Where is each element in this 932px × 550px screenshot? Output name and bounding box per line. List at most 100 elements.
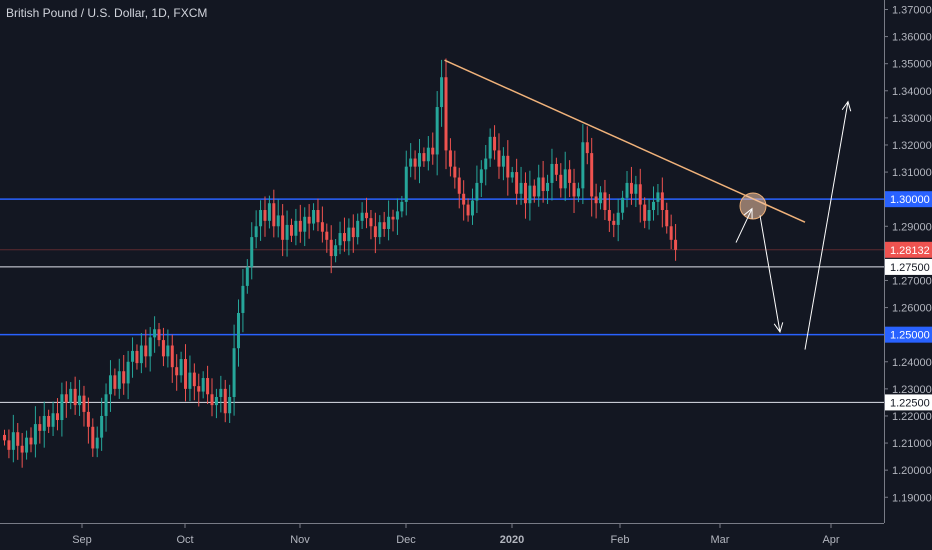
y-tick-label: 1.23000 — [892, 384, 932, 396]
candle-body — [431, 147, 435, 155]
drawings[interactable] — [444, 59, 852, 350]
candle — [307, 204, 311, 239]
candle-body — [197, 386, 201, 392]
candle-body — [104, 394, 108, 416]
candle-body — [554, 163, 558, 175]
arrow-down-icon-head — [773, 322, 784, 334]
arrow-up-short-icon-head — [743, 207, 753, 219]
retest-circle-marker[interactable] — [739, 192, 767, 220]
candle-body — [223, 388, 227, 414]
candle — [581, 124, 585, 205]
candle — [674, 223, 678, 261]
level-badge-0: 1.30000 — [885, 191, 932, 208]
y-tick-label: 1.27000 — [892, 275, 932, 287]
candle-body — [625, 182, 629, 198]
candle — [365, 197, 369, 229]
candle-body — [400, 201, 404, 212]
candle — [563, 151, 567, 202]
y-tick-label: 1.22000 — [892, 411, 932, 423]
candle-body — [572, 182, 576, 197]
candle — [440, 59, 444, 127]
candle — [568, 160, 572, 198]
candle — [647, 198, 651, 230]
level-badge-1-label: 1.27500 — [890, 262, 930, 274]
candle-body — [418, 153, 422, 167]
candle-body — [590, 153, 594, 197]
candle-body — [585, 142, 589, 154]
candle — [250, 222, 254, 280]
candle-body — [462, 193, 466, 205]
candle-body — [11, 432, 15, 450]
y-tick-label: 1.19000 — [892, 492, 932, 504]
candle-body — [298, 220, 302, 232]
candle — [104, 383, 108, 432]
candle — [113, 368, 117, 396]
candle-body — [422, 153, 426, 162]
candle-body — [599, 192, 603, 204]
y-tick-label: 1.31000 — [892, 167, 932, 179]
candle-body — [426, 147, 430, 162]
candle-body — [528, 185, 532, 204]
candle-body — [404, 166, 408, 202]
candle — [161, 327, 165, 367]
y-tick-label: 1.24000 — [892, 357, 932, 369]
x-tick-label: Apr — [822, 534, 839, 546]
candle-body — [184, 359, 188, 389]
candle — [382, 211, 386, 237]
candle-body — [320, 222, 324, 232]
y-tick-label: 1.36000 — [892, 32, 932, 44]
candle — [236, 299, 240, 367]
candle-body — [347, 227, 351, 242]
candle-body — [448, 150, 452, 167]
candle — [546, 174, 550, 205]
arrow-down-icon[interactable] — [759, 215, 784, 334]
candle-body — [387, 216, 391, 229]
candle-body — [329, 239, 333, 257]
candle-body — [457, 177, 461, 194]
candle-body — [382, 222, 386, 229]
candle-body — [523, 182, 527, 204]
arrow-up-short-icon[interactable] — [735, 207, 753, 243]
candle-body — [652, 201, 656, 211]
level-badge-1-bg — [885, 258, 932, 275]
candle-body — [82, 395, 86, 412]
candle — [139, 333, 143, 374]
y-axis[interactable]: 1.37000 1.36000 1.35000 1.34000 1.33000 1.320… — [884, 0, 932, 550]
candle — [607, 194, 611, 232]
candle-body — [241, 285, 245, 313]
candle-body — [510, 172, 514, 178]
arrow-up-long-icon[interactable] — [804, 100, 852, 350]
x-tick-label: Dec — [396, 534, 416, 546]
candle-body — [669, 226, 673, 240]
candle-body — [581, 142, 585, 189]
candle-body — [20, 445, 24, 453]
candle-body — [219, 388, 223, 397]
candle — [356, 213, 360, 245]
candle — [448, 138, 452, 177]
candle — [228, 384, 232, 424]
x-axis[interactable]: Sep Oct Nov Dec 2020 Feb Mar Apr — [0, 523, 884, 546]
candle-body — [153, 329, 157, 338]
candle-body — [144, 345, 148, 357]
candle-body — [276, 215, 280, 227]
candle — [484, 144, 488, 186]
candle — [585, 126, 589, 165]
candle-body — [325, 231, 329, 240]
candle-body — [475, 182, 479, 201]
level-badge-1: 1.27500 — [885, 258, 932, 275]
candle — [219, 375, 223, 413]
candle-body — [519, 182, 523, 194]
y-axis-bg — [884, 0, 932, 550]
candle-body — [131, 350, 135, 362]
candle-body — [629, 182, 633, 194]
x-tick-label: Mar — [711, 534, 730, 546]
candle-body — [16, 432, 20, 446]
candle — [285, 210, 289, 257]
candle — [316, 198, 320, 232]
candle-body — [33, 424, 37, 445]
candle — [360, 202, 364, 229]
candle — [373, 212, 377, 254]
candle — [342, 217, 346, 252]
arrow-up-long-icon-head — [841, 100, 852, 112]
